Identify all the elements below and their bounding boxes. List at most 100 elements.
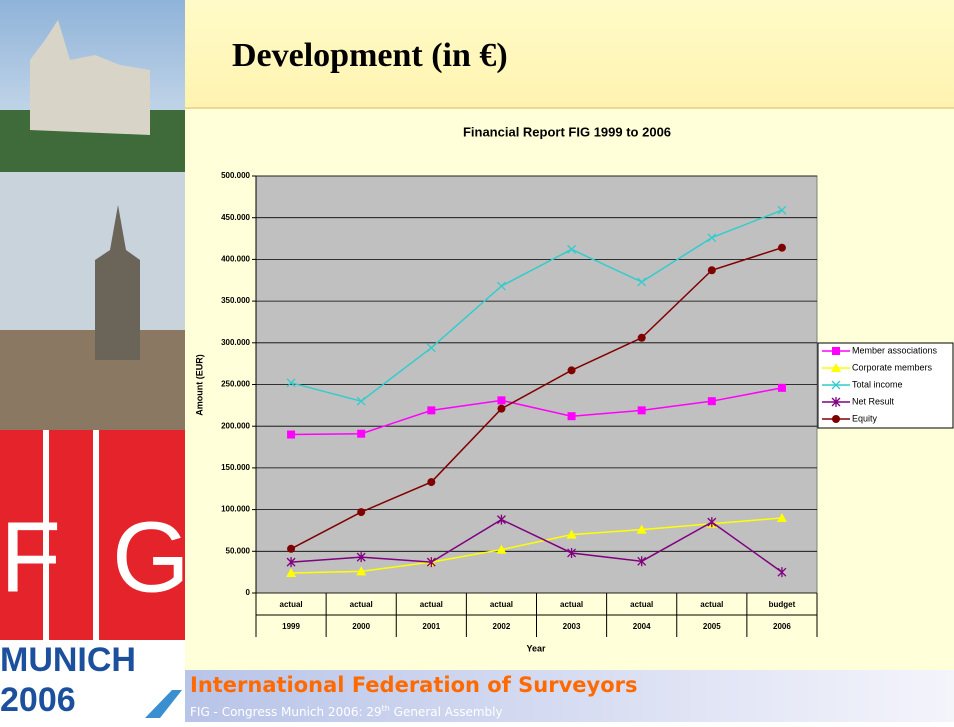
x-tick-label: 2005: [703, 622, 721, 631]
footer-text: General Assembly: [390, 705, 503, 719]
logo-bar: [43, 430, 49, 640]
marker: [707, 517, 717, 528]
marker: [426, 557, 436, 568]
x-tick-label: actual: [490, 600, 513, 609]
marker: [831, 380, 841, 390]
y-tick-label: 50.000: [226, 546, 251, 555]
marker: [286, 567, 297, 577]
logo-swoosh: [145, 690, 182, 718]
x-tick-label: 2003: [563, 622, 581, 631]
marker: [427, 478, 436, 487]
logo-year: 2006: [0, 681, 76, 719]
slide-title: Development (in €): [232, 37, 508, 74]
marker: [777, 567, 787, 578]
x-tick-label: actual: [630, 600, 653, 609]
x-tick-label: actual: [420, 600, 443, 609]
x-tick-label: 2001: [422, 622, 440, 631]
x-tick-label: 2006: [773, 622, 791, 631]
x-tick-label: 2000: [352, 622, 370, 631]
series-line: [290, 247, 783, 550]
x-tick-label: actual: [350, 600, 373, 609]
marker: [426, 343, 436, 353]
marker: [496, 544, 507, 554]
y-tick-label: 450.000: [221, 213, 250, 222]
title-band: [185, 0, 954, 108]
marker: [707, 266, 716, 275]
y-tick-label: 100.000: [221, 505, 250, 514]
marker: [427, 406, 436, 415]
logo-bottom: [0, 640, 185, 722]
marker: [497, 404, 506, 413]
footer-band: [185, 670, 954, 722]
marker: [637, 277, 647, 287]
y-axis-label: Amount (EUR): [194, 354, 204, 416]
marker: [636, 524, 647, 534]
legend-label: Corporate members: [852, 362, 933, 372]
legend-label: Net Result: [852, 396, 895, 406]
marker: [776, 512, 787, 522]
marker: [496, 514, 506, 525]
logo-city: MUNICH: [0, 641, 136, 679]
marker: [567, 412, 576, 421]
marker: [637, 406, 646, 415]
y-tick-label: 0: [246, 588, 251, 597]
marker: [831, 363, 841, 372]
x-axis-label: Year: [526, 643, 546, 653]
marker: [357, 508, 366, 517]
series-line: [291, 387, 783, 436]
footer-line: FIG - Congress Munich 2006: 29th General…: [190, 704, 503, 719]
marker: [707, 397, 716, 406]
y-tick-label: 250.000: [221, 380, 250, 389]
y-tick-label: 500.000: [221, 171, 250, 180]
marker: [287, 430, 296, 439]
x-tick-label: 1999: [282, 622, 300, 631]
legend-label: Total income: [852, 379, 903, 389]
logo-bar: [93, 430, 99, 640]
chart-title: Financial Report FIG 1999 to 2006: [463, 124, 671, 139]
marker: [637, 333, 646, 342]
y-tick-label: 150.000: [221, 463, 250, 472]
marker: [287, 544, 296, 553]
marker: [286, 378, 296, 388]
marker: [777, 383, 786, 392]
marker: [356, 396, 366, 406]
town-hall: [95, 205, 140, 360]
castle: [30, 20, 150, 135]
city-buildings: [0, 330, 185, 430]
marker: [832, 347, 840, 355]
marker: [831, 397, 841, 407]
footer-sup: th: [382, 704, 390, 713]
marker: [567, 244, 577, 254]
marker: [567, 547, 577, 558]
legend-label: Member associations: [852, 345, 938, 355]
marker: [286, 557, 296, 568]
marker: [357, 429, 366, 438]
x-tick-label: actual: [700, 600, 723, 609]
marker: [356, 552, 366, 563]
marker: [637, 556, 647, 567]
marker: [496, 281, 506, 291]
marker: [567, 366, 576, 375]
logo-letter: G: [112, 501, 190, 613]
fig-logo: [0, 430, 185, 640]
x-tick-label: budget: [769, 600, 796, 609]
footer-text: FIG - Congress Munich 2006: 29: [190, 705, 382, 719]
marker: [707, 233, 717, 243]
x-tick-label: 2004: [633, 622, 651, 631]
series-line: [290, 209, 783, 402]
y-tick-label: 300.000: [221, 338, 250, 347]
x-tick-label: actual: [560, 600, 583, 609]
x-tick-label: 2002: [493, 622, 511, 631]
marker: [832, 415, 840, 423]
logo-letter: F: [0, 501, 61, 613]
marker: [777, 205, 787, 215]
y-tick-label: 350.000: [221, 296, 250, 305]
marker: [497, 396, 506, 405]
x-tick-label: actual: [280, 600, 303, 609]
y-tick-label: 200.000: [221, 421, 250, 430]
footer-title: International Federation of Surveyors: [190, 673, 638, 697]
series-line: [291, 517, 783, 574]
marker: [777, 243, 786, 252]
